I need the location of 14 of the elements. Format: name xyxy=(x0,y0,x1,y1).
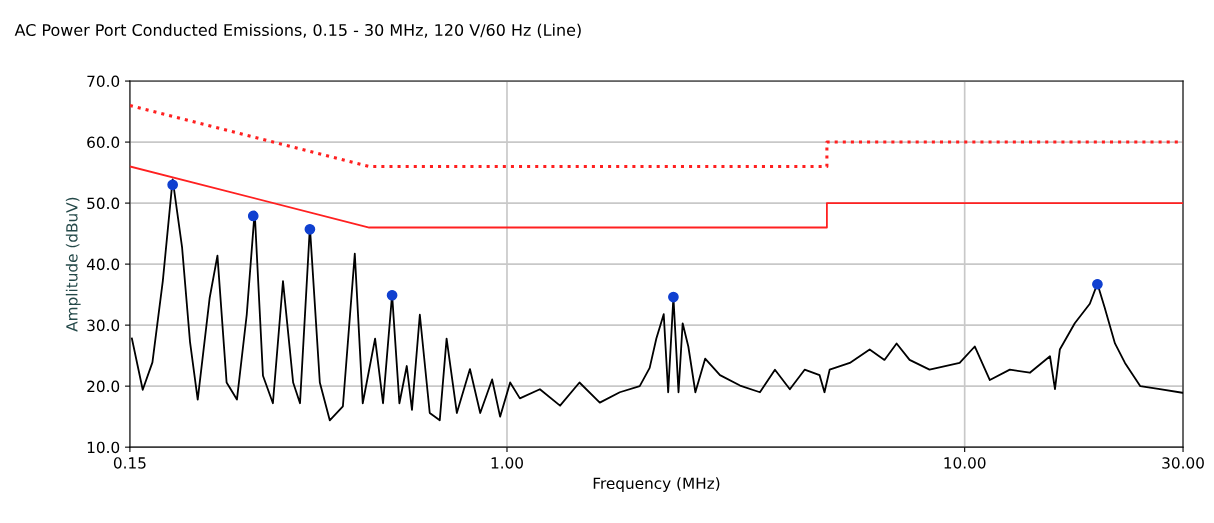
y-tick-label: 10.0 xyxy=(87,441,120,454)
x-axis-title: Frequency (MHz) xyxy=(593,477,720,493)
x-tick-label: 30.00 xyxy=(1162,457,1204,469)
y-tick-label: 50.0 xyxy=(87,197,120,210)
y-axis-title: Amplitude (dBuV) xyxy=(65,197,81,332)
x-tick-label: 1.00 xyxy=(491,457,523,469)
x-tick-label: 0.15 xyxy=(113,457,146,469)
y-tick-label: 20.0 xyxy=(87,380,120,393)
x-tick-label: 10.00 xyxy=(944,457,986,469)
chart-title: AC Power Port Conducted Emissions, 0.15 - 30 MHz, 120 V/60 Hz (Line) xyxy=(14,23,581,38)
y-tick-label: 30.0 xyxy=(87,319,120,332)
y-tick-label: 40.0 xyxy=(86,258,120,271)
y-tick-label: 70.0 xyxy=(87,75,120,88)
y-tick-label: 60.0 xyxy=(87,136,120,149)
